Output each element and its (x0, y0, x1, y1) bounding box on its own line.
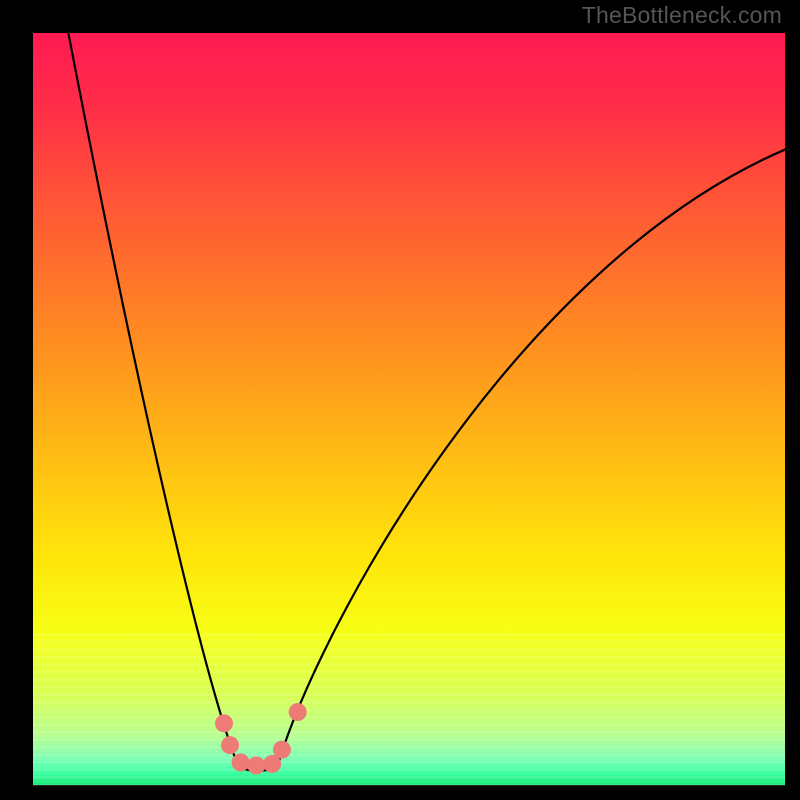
chart-root: TheBottleneck.com (0, 0, 800, 800)
marker-6 (289, 703, 307, 721)
marker-2 (232, 753, 250, 771)
marker-1 (221, 736, 239, 754)
marker-3 (247, 756, 265, 774)
watermark-text: TheBottleneck.com (582, 2, 782, 29)
marker-0 (215, 714, 233, 732)
bottleneck-chart (0, 0, 800, 800)
horizontal-bands (33, 635, 785, 785)
marker-5 (273, 741, 291, 759)
